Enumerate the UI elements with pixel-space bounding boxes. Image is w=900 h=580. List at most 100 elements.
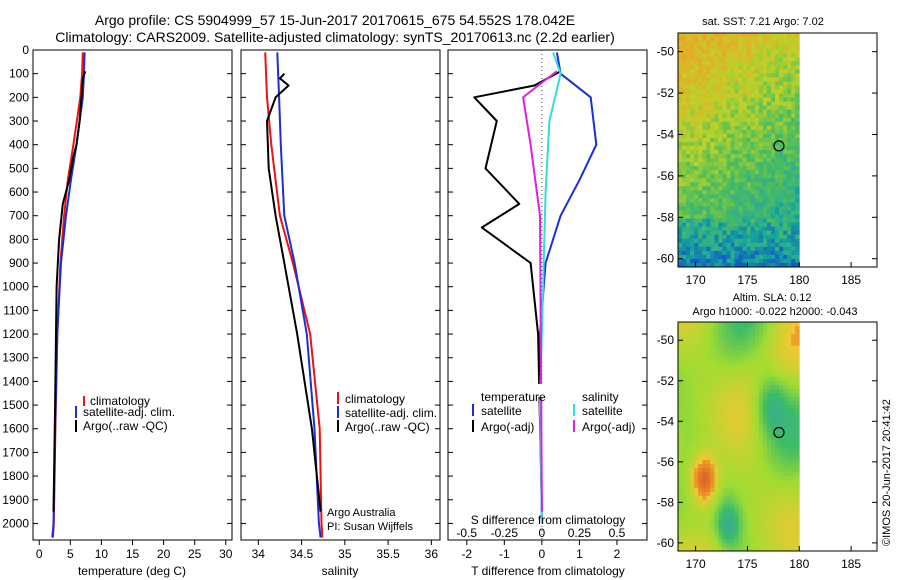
heatmap-cell [775,166,780,171]
heatmap-cell [706,329,711,335]
y-tick-label: 1300 [2,351,29,365]
heatmap-cell [726,218,731,224]
heatmap-cell [686,121,691,127]
heatmap-cell [726,206,731,211]
heatmap-cell [783,345,788,351]
heatmap-cell [791,158,796,163]
heatmap-cell [754,523,760,528]
heatmap-cell [750,162,756,167]
heatmap-cell [766,61,772,66]
heatmap-cell [766,424,772,430]
heatmap-cell [722,61,727,66]
heatmap-cell [787,523,792,528]
heatmap-cell [791,365,796,370]
heatmap-cell [746,93,752,98]
heatmap-cell [714,125,719,131]
annotation-argo-australia: Argo Australia [327,507,396,519]
heatmap-cell [762,81,768,86]
heatmap-cell [770,121,776,127]
heatmap-cell [714,145,719,151]
heatmap-cell [694,101,699,107]
heatmap-cell [746,234,752,240]
heatmap-cell [726,333,731,339]
heatmap-cell [754,97,760,102]
heatmap-cell [682,337,687,343]
heatmap-cell [694,333,699,339]
heatmap-cell [754,174,760,179]
heatmap-cell [686,33,691,38]
heatmap-cell [678,436,683,441]
heatmap-cell [746,182,752,187]
heatmap-cell [734,93,740,98]
heatmap-cell [678,145,683,151]
heatmap-cell [762,527,768,532]
heatmap-cell [746,400,752,406]
heatmap-cell [690,230,695,236]
heatmap-cell [694,117,699,123]
heatmap-cell [682,333,687,339]
heatmap-cell [795,381,800,386]
heatmap-cell [710,495,715,501]
heatmap-cell [766,53,772,58]
heatmap-cell [690,234,695,240]
heatmap-cell [694,182,699,187]
heatmap-cell [738,397,744,402]
heatmap-cell [710,158,715,163]
heatmap-cell [775,452,780,457]
heatmap-cell [714,61,719,66]
heatmap-cell [678,369,683,374]
heatmap-cell [718,77,723,82]
heatmap-cell [718,178,723,183]
heatmap-cell [714,503,719,508]
heatmap-cell [758,531,764,536]
heatmap-cell [762,258,768,264]
heatmap-cell [758,491,764,497]
heatmap-cell [714,246,719,252]
heatmap-cell [726,424,731,430]
heatmap-cell [750,226,756,232]
heatmap-cell [791,258,796,264]
heatmap-cell [694,523,699,528]
heatmap-cell [762,345,768,351]
heatmap-cell [738,464,744,469]
heatmap-cell [754,61,760,66]
heatmap-cell [714,105,719,111]
heatmap-cell [698,202,703,207]
heatmap-cell [791,41,796,46]
heatmap-cell [758,182,764,187]
heatmap-cell [722,258,727,264]
heatmap-cell [754,137,760,143]
heatmap-cell [734,452,740,457]
heatmap-cell [718,166,723,171]
heatmap-cell [779,499,784,505]
heatmap-cell [686,539,691,544]
heatmap-cell [787,121,792,127]
heatmap-cell [746,214,752,219]
heatmap-cell [690,507,695,512]
heatmap-cell [766,357,772,362]
heatmap-cell [779,137,784,143]
heatmap-cell [766,515,772,520]
heatmap-cell [734,424,740,430]
heatmap-cell [722,515,727,520]
heatmap-cell [722,113,727,119]
heatmap-cell [775,238,780,244]
heatmap-cell [714,397,719,402]
heatmap-cell [795,250,800,256]
heatmap-cell [795,460,800,465]
heatmap-cell [718,341,723,347]
heatmap-cell [742,412,748,418]
heatmap-cell [730,369,735,374]
heatmap-cell [738,527,744,532]
heatmap-cell [690,377,695,382]
heatmap-cell [734,206,740,211]
heatmap-cell [698,412,703,418]
heatmap-cell [714,475,719,481]
heatmap-cell [678,97,683,102]
heatmap-cell [779,93,784,98]
heatmap-cell [783,226,788,232]
heatmap-cell [698,150,703,155]
heatmap-cell [718,113,723,119]
heatmap-cell [754,341,760,347]
heatmap-cell [783,53,788,58]
